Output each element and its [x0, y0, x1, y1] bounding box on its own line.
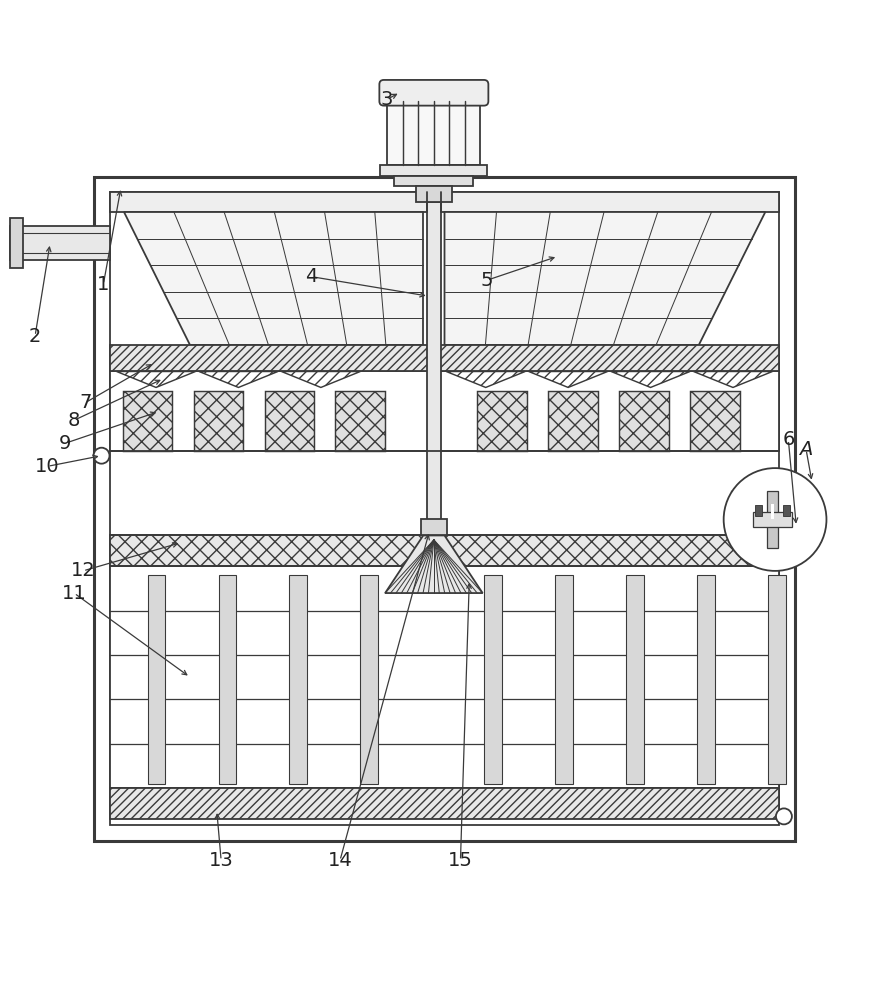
Bar [779, 514, 798, 539]
Text: 11: 11 [61, 584, 86, 603]
Text: 9: 9 [59, 434, 71, 453]
Bar [690, 391, 740, 451]
Polygon shape [124, 212, 423, 345]
Bar [768, 575, 786, 784]
Polygon shape [385, 535, 483, 593]
Text: 7: 7 [79, 393, 92, 412]
Text: 8: 8 [68, 411, 80, 430]
Bar [360, 575, 378, 784]
Bar [626, 575, 644, 784]
Polygon shape [611, 371, 690, 387]
Bar [771, 504, 774, 519]
Bar [194, 391, 244, 451]
Polygon shape [529, 371, 607, 387]
FancyBboxPatch shape [380, 80, 488, 106]
Bar [427, 202, 441, 535]
Bar [110, 345, 779, 371]
Polygon shape [116, 371, 196, 387]
Text: 12: 12 [70, 561, 95, 580]
Text: 15: 15 [448, 851, 473, 870]
Text: 5: 5 [481, 271, 493, 290]
Bar [94, 177, 795, 841]
Bar [11, 226, 110, 260]
Bar [290, 575, 307, 784]
Text: 1: 1 [97, 275, 109, 294]
Bar [110, 192, 779, 212]
Bar [477, 391, 527, 451]
Bar [110, 566, 779, 788]
Bar [11, 218, 22, 268]
Bar [556, 575, 573, 784]
Circle shape [93, 448, 109, 464]
Polygon shape [444, 212, 765, 345]
Text: 6: 6 [782, 430, 795, 449]
Bar [335, 391, 385, 451]
Bar [416, 186, 452, 202]
Bar [110, 371, 779, 451]
Polygon shape [446, 371, 525, 387]
Bar [755, 505, 762, 516]
Bar [619, 391, 669, 451]
Bar [697, 575, 715, 784]
Bar [380, 165, 487, 176]
Circle shape [776, 808, 792, 824]
Bar [798, 509, 805, 544]
Bar [388, 101, 480, 165]
Bar [219, 575, 236, 784]
Bar [444, 535, 779, 566]
Polygon shape [693, 371, 773, 387]
Polygon shape [282, 371, 360, 387]
Bar [767, 491, 778, 548]
Bar [395, 176, 474, 186]
Polygon shape [199, 371, 278, 387]
Bar [123, 391, 172, 451]
Text: 10: 10 [36, 457, 60, 476]
Bar [549, 391, 597, 451]
Text: 13: 13 [209, 851, 234, 870]
Bar [110, 535, 424, 566]
Bar [753, 512, 792, 527]
Text: 3: 3 [380, 90, 393, 109]
Bar [421, 519, 446, 535]
Text: 14: 14 [327, 851, 352, 870]
Bar [148, 575, 165, 784]
Text: A: A [799, 440, 813, 459]
Bar [485, 575, 502, 784]
Bar [265, 391, 314, 451]
Text: 2: 2 [28, 327, 41, 346]
Text: 4: 4 [306, 267, 317, 286]
Bar [783, 505, 790, 516]
Bar [110, 788, 779, 819]
Bar [110, 192, 779, 825]
Circle shape [724, 468, 827, 571]
